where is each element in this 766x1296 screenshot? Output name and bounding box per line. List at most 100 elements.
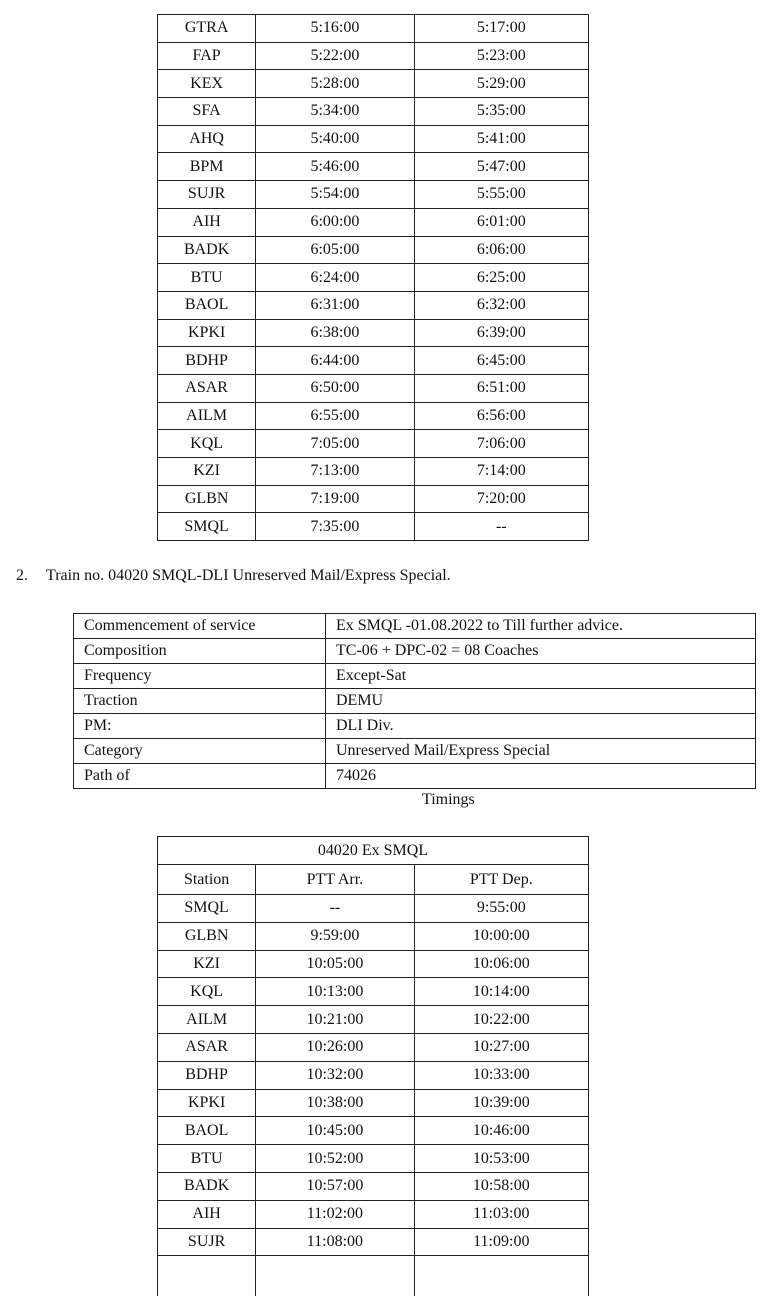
item-text: Train no. 04020 SMQL-DLI Unreserved Mail…	[46, 567, 451, 584]
arrival-cell: 9:59:00	[255, 921, 415, 951]
empty-cell	[255, 1255, 415, 1296]
arrival-cell: 6:38:00	[255, 318, 415, 348]
station-cell: AIH	[156, 207, 257, 237]
table-row: BTU 10:52:00 10:53:00	[156, 1144, 590, 1173]
info-value: Ex SMQL -01.08.2022 to Till further advi…	[325, 613, 756, 639]
arrival-cell: 11:08:00	[255, 1227, 415, 1257]
departure-cell: 9:55:00	[413, 894, 590, 923]
empty-cell	[156, 1255, 257, 1296]
station-cell: KPKI	[156, 1088, 257, 1118]
arrival-cell: 6:05:00	[255, 235, 415, 265]
arrival-cell: 10:45:00	[255, 1116, 415, 1146]
table-row: Category Unreserved Mail/Express Special	[73, 738, 756, 764]
station-cell: BADK	[156, 1171, 257, 1201]
table-row: Frequency Except-Sat	[73, 663, 756, 689]
station-cell: GLBN	[156, 921, 257, 951]
departure-cell: 6:01:00	[413, 207, 590, 237]
header-station: Station	[156, 864, 257, 895]
table-row: Composition TC-06 + DPC-02 = 08 Coaches	[73, 638, 756, 664]
item-2-heading: 2. Train no. 04020 SMQL-DLI Unreserved Ma…	[16, 567, 451, 585]
station-cell: SMQL	[156, 512, 257, 542]
station-cell: BADK	[156, 235, 257, 265]
departure-cell: 10:46:00	[413, 1116, 590, 1146]
arrival-cell: 6:24:00	[255, 263, 415, 292]
departure-cell: 7:14:00	[413, 457, 590, 486]
departure-cell: 10:58:00	[413, 1171, 590, 1201]
station-cell: BTU	[156, 1144, 257, 1173]
departure-cell: 7:06:00	[413, 429, 590, 458]
empty-cell	[413, 1255, 590, 1296]
arrival-cell: 6:00:00	[255, 207, 415, 237]
departure-cell: 6:32:00	[413, 290, 590, 320]
table-header-row: Station PTT Arr. PTT Dep.	[156, 864, 590, 895]
station-cell: BPM	[156, 152, 257, 182]
timetable-04020: 04020 Ex SMQL Station PTT Arr. PTT Dep. …	[156, 836, 590, 1296]
table-title: 04020 Ex SMQL	[157, 836, 589, 865]
timetable-continued: GTRA 5:16:00 5:17:00 FAP 5:22:00 5:23:00 KEX 5:…	[156, 14, 590, 542]
table-row: SUJR 5:54:00 5:55:00	[156, 180, 590, 209]
arrival-cell: --	[255, 894, 415, 923]
table-row: BTU 6:24:00 6:25:00	[156, 263, 590, 292]
departure-cell: 7:20:00	[413, 484, 590, 514]
table-row: AILM 10:21:00 10:22:00	[156, 1005, 590, 1034]
station-cell: AIH	[156, 1199, 257, 1229]
table-row: KEX 5:28:00 5:29:00	[156, 69, 590, 99]
departure-cell: 10:14:00	[413, 977, 590, 1007]
station-cell: KEX	[156, 69, 257, 99]
table-row: BADK 10:57:00 10:58:00	[156, 1171, 590, 1201]
station-cell: ASAR	[156, 1032, 257, 1062]
station-cell: BAOL	[156, 1116, 257, 1146]
departure-cell: 5:47:00	[413, 152, 590, 182]
station-cell: SUJR	[156, 1227, 257, 1257]
departure-cell: 11:09:00	[413, 1227, 590, 1257]
station-cell: AHQ	[156, 124, 257, 154]
table-row: BADK 6:05:00 6:06:00	[156, 235, 590, 265]
arrival-cell: 7:05:00	[255, 429, 415, 458]
info-value: Unreserved Mail/Express Special	[325, 738, 756, 764]
arrival-cell: 7:19:00	[255, 484, 415, 514]
departure-cell: 6:45:00	[413, 346, 590, 375]
departure-cell: 10:22:00	[413, 1005, 590, 1034]
departure-cell: 5:35:00	[413, 97, 590, 126]
arrival-cell: 10:21:00	[255, 1005, 415, 1034]
info-label: Traction	[73, 688, 326, 714]
table-row: BDHP 6:44:00 6:45:00	[156, 346, 590, 375]
station-cell: AILM	[156, 401, 257, 431]
table-row: GTRA 5:16:00 5:17:00	[156, 14, 590, 43]
empty-row	[156, 1255, 590, 1296]
station-cell: AILM	[156, 1005, 257, 1034]
arrival-cell: 10:32:00	[255, 1060, 415, 1090]
table-row: SUJR 11:08:00 11:09:00	[156, 1227, 590, 1257]
info-label: Category	[73, 738, 326, 764]
table-row: KZI 10:05:00 10:06:00	[156, 949, 590, 979]
table-row: FAP 5:22:00 5:23:00	[156, 41, 590, 71]
header-arr: PTT Arr.	[255, 864, 415, 895]
station-cell: KZI	[156, 949, 257, 979]
station-cell: BDHP	[156, 1060, 257, 1090]
departure-cell: 10:06:00	[413, 949, 590, 979]
arrival-cell: 5:22:00	[255, 41, 415, 71]
departure-cell: 5:41:00	[413, 124, 590, 154]
station-cell: GTRA	[156, 14, 257, 43]
arrival-cell: 5:46:00	[255, 152, 415, 182]
info-value: 74026	[325, 763, 756, 789]
arrival-cell: 7:35:00	[255, 512, 415, 542]
departure-cell: 10:39:00	[413, 1088, 590, 1118]
departure-cell: --	[413, 512, 590, 542]
station-cell: BAOL	[156, 290, 257, 320]
table-row: AIH 11:02:00 11:03:00	[156, 1199, 590, 1229]
arrival-cell: 10:57:00	[255, 1171, 415, 1201]
station-cell: SFA	[156, 97, 257, 126]
arrival-cell: 6:31:00	[255, 290, 415, 320]
info-value: DEMU	[325, 688, 756, 714]
info-label: PM:	[73, 713, 326, 739]
departure-cell: 5:17:00	[413, 14, 590, 43]
arrival-cell: 10:38:00	[255, 1088, 415, 1118]
table-row: KPKI 6:38:00 6:39:00	[156, 318, 590, 348]
station-cell: SUJR	[156, 180, 257, 209]
info-label: Path of	[73, 763, 326, 789]
departure-cell: 10:33:00	[413, 1060, 590, 1090]
info-label: Composition	[73, 638, 326, 664]
arrival-cell: 6:44:00	[255, 346, 415, 375]
station-cell: KQL	[156, 977, 257, 1007]
